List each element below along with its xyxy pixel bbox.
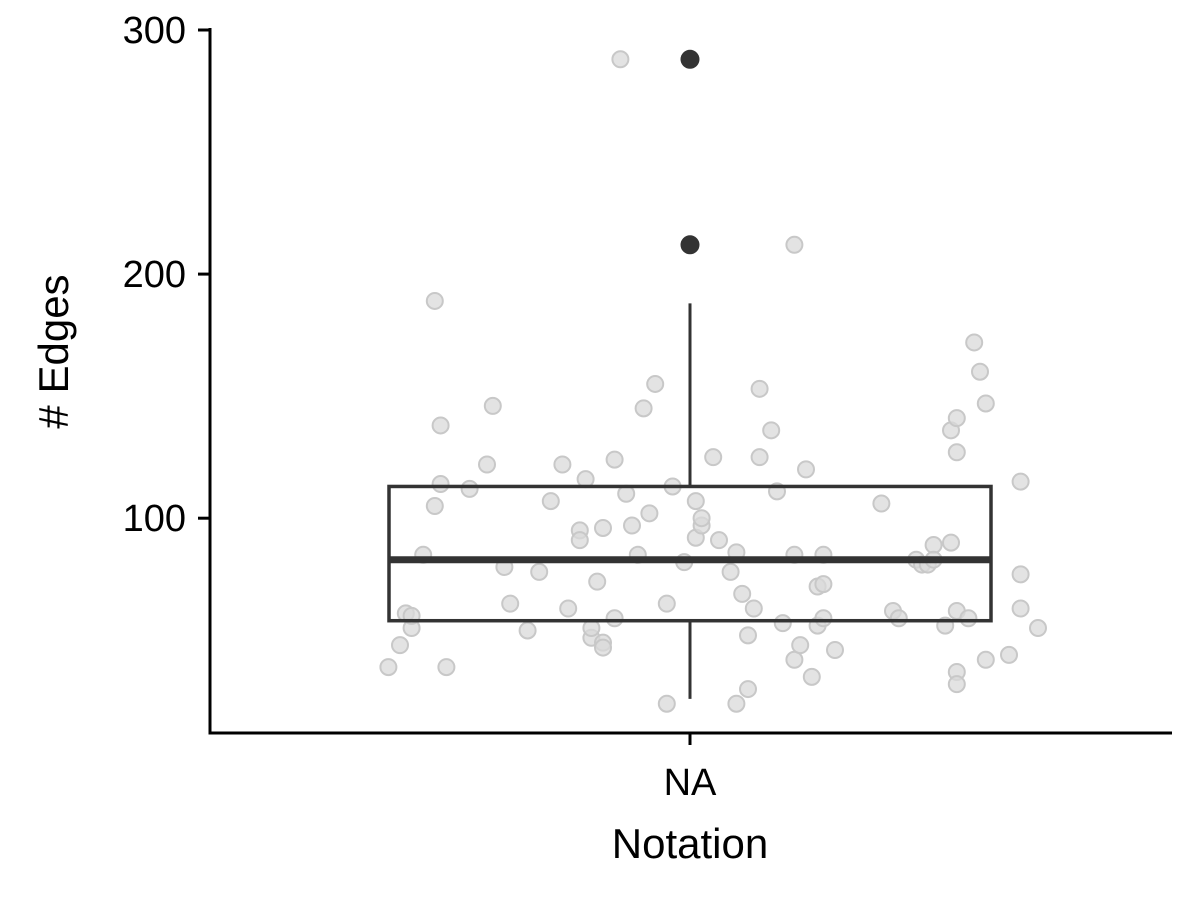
data-point [570, 531, 589, 550]
data-point [924, 536, 943, 555]
data-point [1000, 645, 1018, 664]
data-point [686, 492, 705, 511]
data-point [750, 379, 769, 398]
data-point [541, 492, 560, 511]
data-point [802, 667, 821, 686]
data-point [797, 460, 815, 479]
boxplot [387, 303, 993, 699]
data-point [1011, 565, 1030, 584]
data-point [762, 421, 781, 440]
data-point [942, 533, 960, 552]
y-tick-label: 300 [123, 10, 186, 52]
data-point [431, 475, 450, 494]
data-point [976, 650, 995, 669]
data-point [425, 496, 444, 515]
x-tick-label: NA [664, 762, 717, 804]
data-point [826, 641, 844, 660]
data-point [692, 509, 711, 528]
data-point [605, 450, 624, 469]
outlier-point [680, 235, 700, 255]
data-point [460, 479, 479, 498]
data-point [1029, 619, 1047, 638]
x-axis-ticks: NA [664, 733, 717, 804]
data-point [1011, 472, 1030, 491]
data-point [739, 626, 757, 645]
data-point [976, 394, 995, 413]
data-point [437, 658, 456, 677]
data-point [379, 658, 398, 677]
y-tick-label: 200 [123, 254, 186, 296]
y-axis-ticks: 100 200 300 [123, 10, 210, 540]
data-point [872, 494, 891, 513]
data-point [791, 636, 810, 655]
data-point [611, 50, 630, 69]
outlier-point [680, 49, 700, 69]
outliers [680, 49, 700, 255]
data-point [785, 650, 804, 669]
x-axis-title: Notation [612, 820, 768, 867]
data-point [814, 609, 833, 628]
data-point [744, 599, 763, 618]
data-point [588, 572, 607, 591]
data-point [704, 448, 723, 467]
data-point [391, 636, 409, 655]
data-point [594, 638, 612, 657]
data-point [947, 675, 966, 694]
data-point [425, 291, 444, 310]
data-point [947, 409, 966, 428]
data-point [727, 694, 746, 713]
data-point [553, 455, 572, 474]
data-point [657, 694, 676, 713]
data-point [773, 614, 792, 633]
data-point [623, 516, 641, 535]
y-tick-label: 100 [123, 498, 186, 540]
data-point [640, 504, 659, 523]
data-point [431, 416, 450, 435]
data-point [965, 333, 984, 352]
data-point [710, 531, 728, 550]
data-point [785, 235, 804, 254]
data-point [947, 443, 966, 462]
y-axis-title: # Edges [30, 274, 77, 428]
data-point [657, 594, 676, 613]
data-point [559, 599, 578, 618]
data-point [959, 609, 978, 628]
data-point [721, 562, 740, 581]
data-point [501, 594, 520, 613]
data-point [733, 584, 752, 603]
data-point [605, 609, 624, 628]
data-point [814, 575, 833, 594]
data-point [739, 680, 757, 699]
iqr-box [387, 484, 993, 623]
data-point [750, 448, 769, 467]
data-point [478, 455, 496, 474]
data-point [971, 362, 989, 381]
data-point [889, 609, 908, 628]
data-point [483, 396, 502, 415]
data-point [594, 518, 612, 537]
data-point [634, 399, 653, 418]
jitter-points [379, 50, 1047, 713]
data-point [518, 621, 537, 640]
data-point [530, 562, 549, 581]
data-point [646, 374, 665, 393]
data-point [1011, 599, 1030, 618]
